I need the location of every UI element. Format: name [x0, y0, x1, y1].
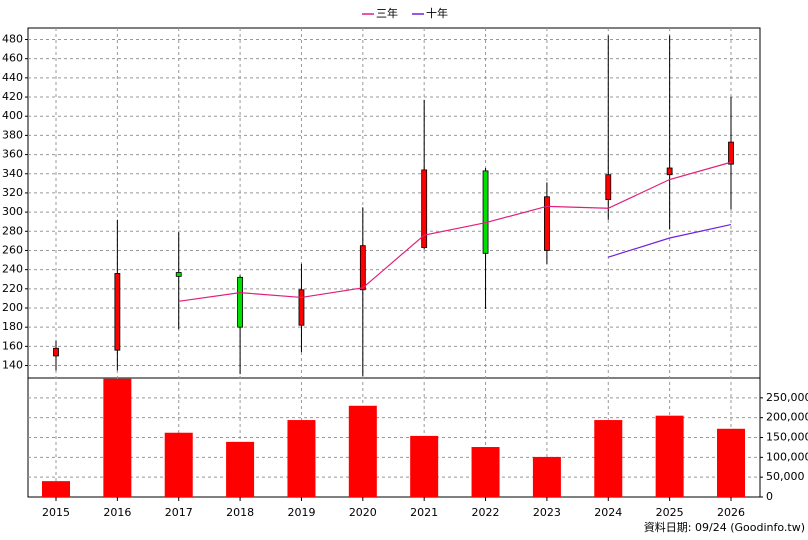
x-tick-label: 2026	[717, 506, 745, 519]
ma-line	[608, 223, 732, 258]
y-tick-label: 240	[2, 263, 23, 276]
legend-label: 十年	[426, 6, 448, 20]
volume-bar	[717, 428, 745, 497]
y-tick-label: 180	[2, 320, 23, 333]
candle-body	[298, 289, 305, 326]
y-tick-label: 200	[2, 301, 23, 314]
y-tick-label: 460	[2, 52, 23, 65]
volume-bar	[287, 420, 316, 497]
y-tick-label: 420	[2, 90, 23, 103]
x-tick-label: 2020	[349, 506, 377, 519]
candle-body	[53, 347, 59, 357]
volume-bar	[410, 435, 439, 497]
y-tick-label: 140	[2, 359, 23, 372]
y-tick-label: 280	[2, 224, 23, 237]
footer: 資料日期: 09/24 (Goodinfo.tw)	[644, 520, 805, 534]
y2-tick-label: 0	[766, 490, 773, 503]
y2-tick-label: 100,000	[766, 450, 808, 463]
y-tick-label: 480	[2, 33, 23, 46]
volume-bar	[348, 405, 377, 497]
y-tick-label: 400	[2, 109, 23, 122]
candle-body	[237, 276, 243, 328]
ma-line	[178, 161, 732, 302]
volume-bar	[103, 378, 132, 497]
x-tick-label: 2019	[287, 506, 315, 519]
x-tick-label: 2016	[103, 506, 131, 519]
x-tick-label: 2022	[472, 506, 500, 519]
y-tick-label: 300	[2, 205, 23, 218]
candle-body	[359, 245, 366, 291]
y-tick-label: 160	[2, 339, 23, 352]
volume-bar	[42, 481, 70, 497]
y-tick-label: 360	[2, 148, 23, 161]
volume-bar	[532, 456, 561, 497]
x-tick-label: 2021	[410, 506, 438, 519]
x-tick-label: 2018	[226, 506, 254, 519]
y-tick-label: 260	[2, 243, 23, 256]
candle-body	[544, 196, 550, 251]
candle-body	[666, 167, 673, 176]
volume-bar	[164, 432, 193, 497]
y-tick-label: 340	[2, 167, 23, 180]
plot-frame	[27, 27, 761, 498]
candle-body	[175, 272, 182, 277]
candle-body	[482, 170, 489, 254]
volume-bar	[655, 415, 684, 497]
y2-tick-label: 250,000	[766, 391, 808, 404]
x-tick-label: 2025	[656, 506, 684, 519]
x-tick-label: 2024	[594, 506, 622, 519]
y2-tick-label: 50,000	[766, 470, 805, 483]
y-tick-label: 320	[2, 186, 23, 199]
candle-body	[728, 141, 734, 165]
volume-bar	[471, 447, 500, 497]
x-tick-label: 2023	[533, 506, 561, 519]
volume-bar	[594, 420, 623, 497]
x-tick-label: 2015	[42, 506, 70, 519]
candle-body	[114, 273, 121, 351]
candle-body	[605, 174, 612, 201]
volume-bar	[226, 441, 255, 497]
x-tick-label: 2017	[165, 506, 193, 519]
candle-body	[421, 169, 428, 248]
legend-label: 三年	[376, 6, 398, 20]
y2-tick-label: 150,000	[766, 431, 808, 444]
y-tick-label: 380	[2, 128, 23, 141]
y-tick-label: 220	[2, 282, 23, 295]
y2-tick-label: 200,000	[766, 411, 808, 424]
y-tick-label: 440	[2, 71, 23, 84]
